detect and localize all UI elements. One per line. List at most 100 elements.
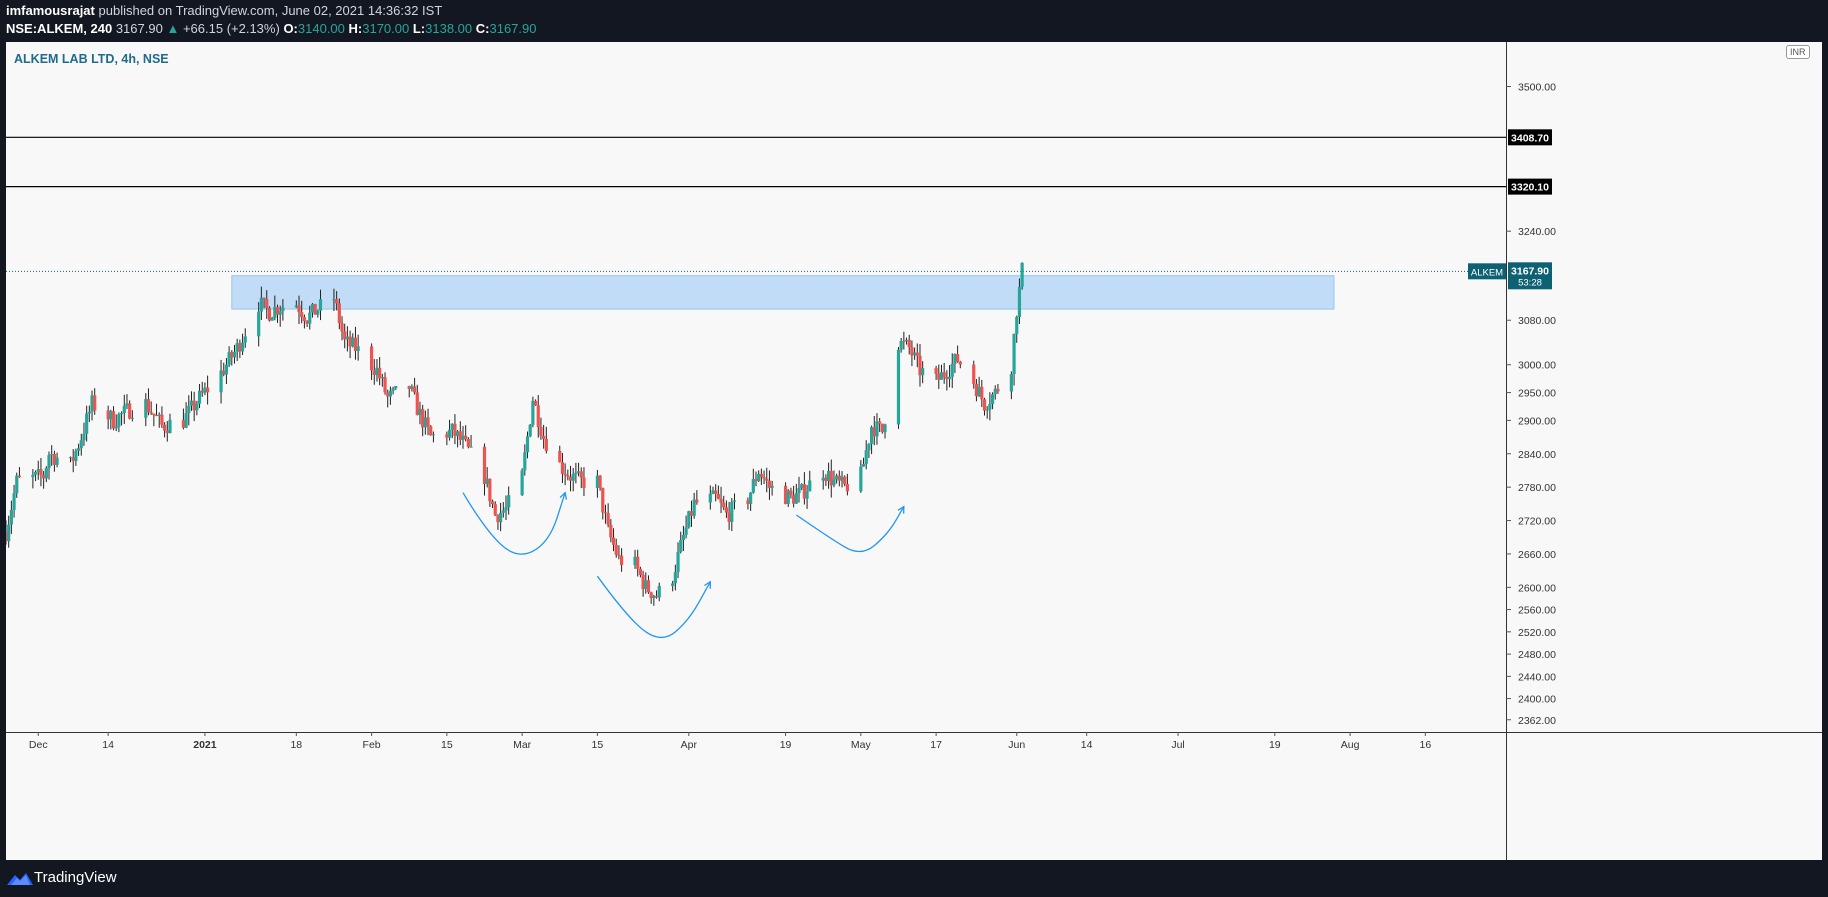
candle-body [913, 352, 917, 356]
tradingview-brand[interactable]: TradingView [34, 869, 117, 886]
candle-body [74, 450, 78, 461]
candle-body [273, 307, 277, 318]
left-shoulder-arrow-head [559, 491, 568, 500]
left-shoulder-arrow [462, 492, 566, 555]
candle-body [458, 431, 462, 440]
right-shoulder-arrow [795, 506, 905, 553]
candle-body [47, 455, 51, 469]
candle-body [275, 307, 280, 315]
candle-body [576, 471, 581, 473]
candle-body [614, 544, 618, 555]
candle-body [544, 438, 548, 451]
chart-header: imfamousrajat published on TradingView.c… [0, 0, 1828, 42]
candle-body [805, 491, 809, 499]
candle-body [883, 424, 887, 433]
price-chart[interactable]: 3500.00 3240.00 3080.00 3000.00 2950.00 2900.… [6, 42, 1822, 860]
candle-body [42, 475, 46, 479]
x-tick-label: 15 [441, 739, 453, 751]
candle-body [426, 417, 430, 427]
candle-body [714, 490, 718, 494]
candle-body [308, 312, 312, 324]
candle-body [507, 495, 511, 508]
candle-body [466, 439, 470, 447]
candle-body [794, 493, 798, 504]
candle-body [727, 512, 731, 522]
low-label: L: [412, 21, 426, 36]
candle-body [257, 311, 261, 337]
candle-body [109, 411, 113, 420]
last-price: 3167.90 [115, 21, 163, 36]
candle-body [695, 499, 699, 503]
candle-body [644, 580, 648, 589]
candle-body [12, 493, 16, 510]
candle-body [907, 339, 911, 348]
resistance-zone [231, 275, 1335, 310]
candle-body [125, 403, 129, 406]
currency-badge[interactable]: INR [1786, 45, 1810, 59]
candle-body [646, 580, 651, 593]
y-tick-label: 2950.00 [1518, 388, 1556, 400]
tradingview-logo-icon[interactable] [6, 868, 34, 888]
candle-body [982, 399, 987, 411]
candle-body [563, 473, 567, 476]
candle-body [157, 414, 161, 416]
candle-body [184, 413, 188, 428]
candle-body [800, 484, 804, 488]
candle-body [654, 595, 659, 598]
symbol-name: NSE:ALKEM, 240 [6, 21, 113, 36]
candle-body [461, 435, 465, 440]
candle-body [447, 429, 452, 438]
candle-body [219, 370, 223, 393]
y-tick-label: 2780.00 [1518, 482, 1556, 494]
candle-body [958, 361, 962, 365]
candle-body [609, 524, 613, 538]
candle-body [730, 501, 734, 522]
bar-countdown-label: 53:28 [1518, 277, 1542, 288]
candle-body [679, 540, 683, 552]
candle-body [689, 511, 694, 516]
candle-body [942, 372, 946, 377]
candle-body [845, 484, 849, 492]
candle-body [767, 480, 772, 488]
candle-body [482, 446, 487, 485]
candle-body [79, 440, 83, 449]
candle-body [224, 364, 229, 375]
open-value: 3140.00 [297, 21, 345, 36]
candle-body [783, 485, 788, 504]
candle-body [880, 423, 884, 433]
candle-body [415, 392, 419, 416]
candle-body [499, 512, 503, 523]
right-shoulder-arrow-head [897, 505, 905, 514]
candle-body [410, 386, 414, 389]
candle-body [1020, 262, 1024, 287]
chart-area[interactable]: 3500.00 3240.00 3080.00 3000.00 2950.00 2900.… [6, 42, 1822, 860]
candle-body [496, 515, 500, 523]
change-arrow-icon: ▲ [166, 21, 180, 36]
candle-body [111, 411, 116, 429]
candle-body [222, 370, 226, 375]
candle-body [313, 303, 317, 315]
candle-body [947, 376, 952, 380]
candle-body [869, 427, 874, 444]
candle-body [536, 405, 540, 428]
candle-body [724, 507, 729, 513]
candle-body [337, 303, 341, 324]
candle-body [181, 419, 186, 428]
candle-body [757, 473, 761, 482]
candle-body [826, 470, 831, 482]
candle-body [824, 477, 828, 482]
published-text: published on TradingView.com, June 02, 2… [98, 3, 443, 18]
candle-body [950, 363, 954, 377]
author-name[interactable]: imfamousrajat [6, 3, 95, 18]
level-price-tag [1508, 178, 1552, 195]
candle-body [152, 413, 156, 416]
candle-body [87, 411, 91, 414]
candle-body [792, 495, 796, 504]
candle-body [55, 457, 59, 465]
candle-body [259, 297, 263, 312]
candle-body [988, 404, 992, 410]
y-tick-label: 2600.00 [1518, 582, 1556, 594]
candle-body [146, 399, 151, 413]
x-tick-label: Aug [1341, 739, 1360, 751]
candle-body [692, 499, 696, 516]
